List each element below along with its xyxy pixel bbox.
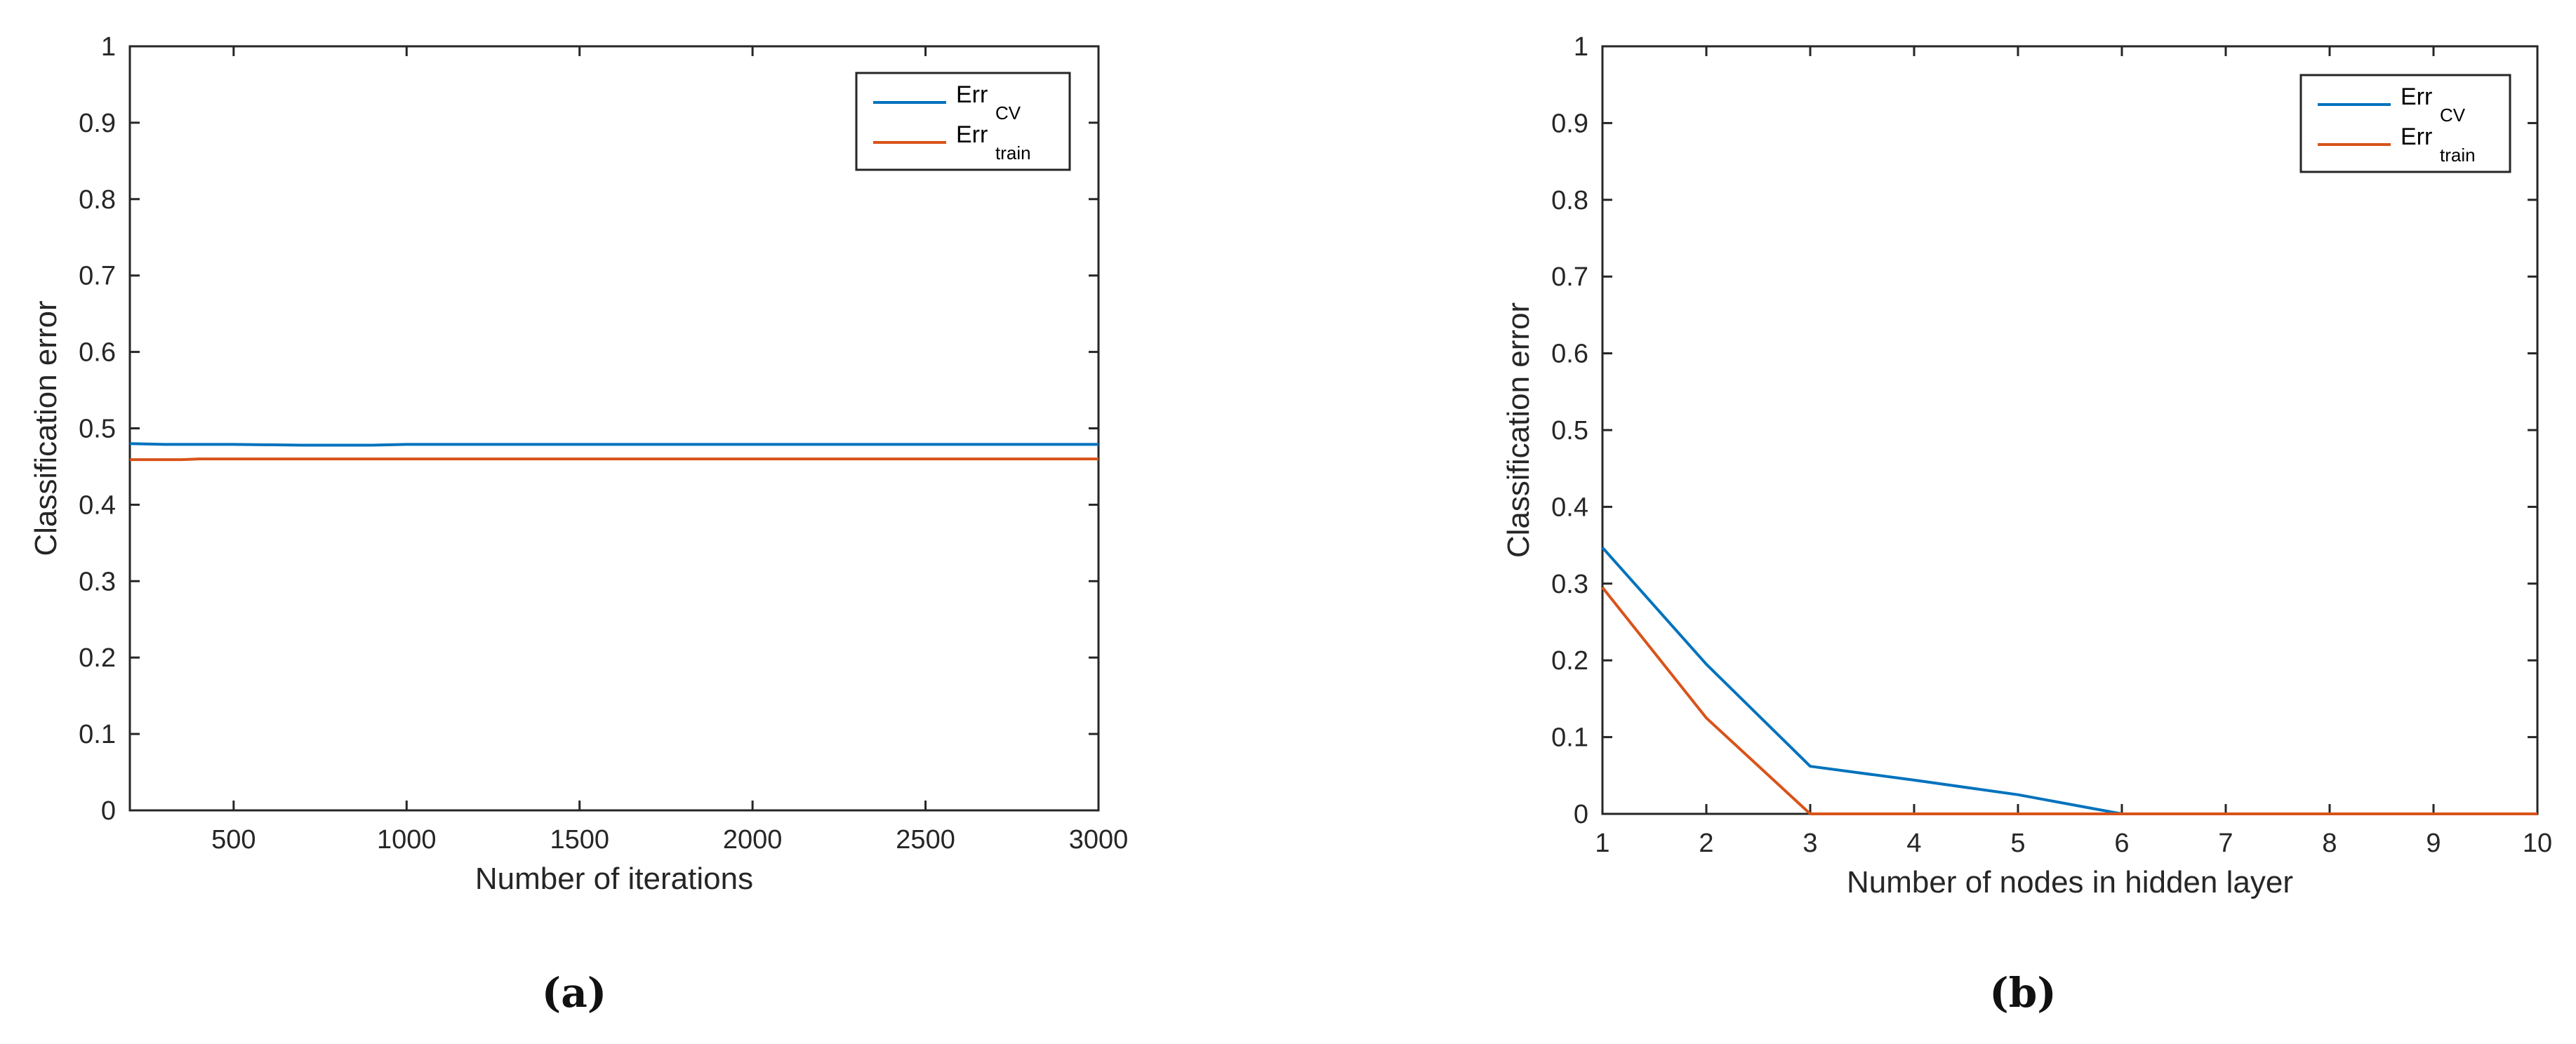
y-tick-label: 0.8 bbox=[79, 185, 116, 215]
x-tick-label: 2 bbox=[1699, 829, 1713, 858]
y-tick-label: 1 bbox=[1574, 32, 1588, 62]
x-tick-label: 5 bbox=[2010, 829, 2025, 858]
x-tick-label: 500 bbox=[211, 825, 255, 855]
y-tick-label: 0.9 bbox=[79, 109, 116, 138]
y-tick-label: 0.9 bbox=[1551, 109, 1588, 138]
y-tick-label: 0.6 bbox=[79, 338, 116, 368]
y-tick-label: 0.8 bbox=[1551, 186, 1588, 215]
y-tick-label: 0.2 bbox=[79, 643, 116, 673]
x-tick-label: 1500 bbox=[550, 825, 609, 855]
x-axis-label: Number of iterations bbox=[475, 862, 753, 896]
legend-label: Err bbox=[956, 121, 988, 148]
x-tick-label: 2500 bbox=[896, 825, 955, 855]
panel-caption: (b) bbox=[1989, 969, 2056, 1017]
x-tick-label: 1 bbox=[1595, 829, 1609, 858]
legend-box bbox=[2299, 74, 2511, 173]
x-tick-label: 1000 bbox=[377, 825, 437, 855]
x-tick-label: 9 bbox=[2426, 829, 2441, 858]
legend-label-subscript: CV bbox=[2440, 105, 2466, 126]
y-tick-label: 0.6 bbox=[1551, 340, 1588, 369]
series-line-train bbox=[130, 457, 1098, 462]
y-tick-label: 0.7 bbox=[1551, 262, 1588, 292]
series-line-train bbox=[1601, 587, 2537, 815]
legend-box bbox=[855, 72, 1071, 171]
x-tick-label: 4 bbox=[1906, 829, 1921, 858]
x-tick-label: 3000 bbox=[1069, 825, 1129, 855]
series-line-cv bbox=[129, 442, 1098, 447]
y-tick-label: 0 bbox=[1574, 800, 1588, 829]
legend-label: Err bbox=[956, 81, 988, 108]
y-tick-label: 0.1 bbox=[79, 720, 116, 749]
y-axis-label: Classification error bbox=[29, 300, 63, 556]
x-axis-label: Number of nodes in hidden layer bbox=[1847, 865, 2293, 899]
y-tick-label: 0 bbox=[101, 796, 116, 826]
y-tick-label: 0.2 bbox=[1551, 646, 1588, 676]
legend-label: Err bbox=[2401, 83, 2432, 110]
legend-label-subscript: train bbox=[995, 142, 1031, 163]
panel-caption: (a) bbox=[542, 969, 606, 1017]
x-tick-label: 8 bbox=[2322, 829, 2337, 858]
y-tick-label: 0.7 bbox=[79, 262, 116, 291]
y-tick-label: 0.4 bbox=[79, 490, 116, 520]
y-tick-label: 1 bbox=[101, 32, 116, 62]
series-line-cv bbox=[1601, 547, 2537, 815]
legend-label-subscript: CV bbox=[995, 102, 1021, 123]
y-tick-label: 0.1 bbox=[1551, 723, 1588, 753]
y-axis-label: Classification error bbox=[1501, 302, 1536, 558]
x-tick-label: 6 bbox=[2114, 829, 2129, 858]
legend-label: Err bbox=[2401, 123, 2432, 150]
y-tick-label: 0.3 bbox=[79, 567, 116, 596]
x-tick-label: 7 bbox=[2218, 829, 2233, 858]
y-tick-label: 0.3 bbox=[1551, 570, 1588, 599]
chart-b: 0 0.1 0.2 0.3 0.4 0.5 0.6 0.7 0.8 0.9 1 1 2 3 4 5 6 7 8 9 10… bbox=[1501, 32, 2552, 1017]
x-tick-label: 2000 bbox=[723, 825, 783, 855]
x-tick-label: 3 bbox=[1802, 829, 1817, 858]
y-tick-label: 0.4 bbox=[1551, 493, 1588, 522]
y-tick-label: 0.5 bbox=[79, 415, 116, 444]
y-tick-label: 0.5 bbox=[1551, 416, 1588, 446]
legend-label-subscript: train bbox=[2440, 145, 2476, 166]
x-tick-label: 10 bbox=[2523, 829, 2552, 858]
